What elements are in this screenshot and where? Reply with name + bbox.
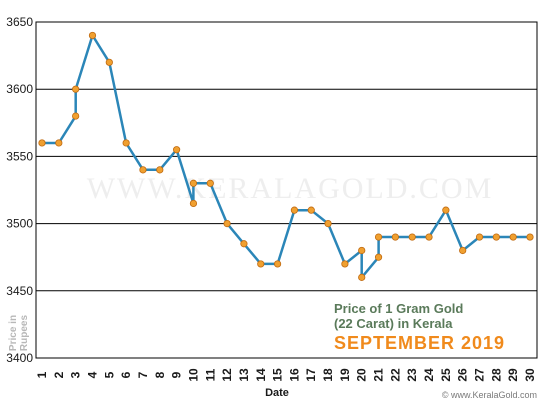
data-point bbox=[374, 253, 383, 261]
x-tick-label: 21 bbox=[372, 368, 386, 382]
data-point bbox=[391, 233, 399, 241]
x-tick-labels: 1 2 3 4 5 6 7 8 9 10 11 12 13 14 15 16 17 18 19 20 21 22 23 24 2… bbox=[35, 368, 537, 382]
data-point bbox=[341, 260, 349, 268]
x-tick-label: 26 bbox=[456, 368, 470, 382]
data-point bbox=[257, 260, 265, 268]
copyright-credit: © www.KeralaGold.com bbox=[442, 390, 537, 400]
x-tick-label: 12 bbox=[220, 368, 234, 382]
grid-layer bbox=[35, 21, 538, 359]
x-tick-label: 25 bbox=[439, 368, 453, 382]
x-tick-label: 18 bbox=[321, 368, 335, 382]
x-tick-label: 22 bbox=[388, 368, 402, 382]
series-line bbox=[42, 34, 530, 279]
data-point bbox=[425, 233, 433, 241]
data-point bbox=[273, 260, 282, 268]
chart-title-line2: (22 Carat) in Kerala bbox=[334, 316, 453, 331]
data-point bbox=[189, 199, 198, 208]
data-point bbox=[55, 139, 63, 147]
y-tick-label: 3550 bbox=[6, 149, 33, 163]
x-axis-label: Date bbox=[265, 387, 289, 399]
x-tick-label: 24 bbox=[422, 368, 436, 382]
data-point bbox=[442, 206, 450, 214]
x-tick-label: 2 bbox=[52, 371, 66, 378]
chart-title-line1: Price of 1 Gram Gold bbox=[334, 301, 463, 316]
x-tick-label: 13 bbox=[237, 368, 251, 382]
x-tick-label: 3 bbox=[69, 371, 83, 378]
x-tick-label: 28 bbox=[489, 368, 503, 382]
x-tick-label: 6 bbox=[119, 371, 133, 378]
x-tick-label: 10 bbox=[186, 368, 200, 382]
x-tick-label: 15 bbox=[271, 368, 285, 382]
data-point bbox=[526, 233, 534, 241]
data-point bbox=[475, 233, 484, 241]
y-axis-label-line2: Rupees bbox=[19, 315, 30, 352]
data-point bbox=[408, 233, 416, 241]
data-point bbox=[358, 273, 366, 281]
data-point bbox=[206, 179, 214, 187]
x-tick-label: 30 bbox=[523, 368, 537, 382]
data-point bbox=[72, 85, 80, 93]
data-point bbox=[105, 58, 113, 66]
y-axis-label: Price in Rupees bbox=[8, 315, 30, 352]
x-tick-label: 8 bbox=[153, 371, 167, 378]
y-tick-labels: 3400 3450 3500 3550 3600 3650 bbox=[6, 15, 33, 365]
data-point bbox=[156, 166, 164, 174]
x-tick-label: 17 bbox=[304, 368, 318, 382]
y-axis-label-line1: Price in bbox=[8, 315, 19, 351]
data-point bbox=[223, 220, 231, 228]
data-point bbox=[492, 233, 500, 241]
watermark: WWW.KERALAGOLD.COM bbox=[87, 172, 494, 205]
data-point bbox=[374, 233, 383, 241]
data-point bbox=[88, 31, 97, 40]
data-point bbox=[38, 139, 46, 147]
plot-frame bbox=[35, 21, 538, 359]
x-tick-label: 29 bbox=[506, 368, 520, 382]
x-tick-label: 14 bbox=[254, 368, 268, 382]
data-point bbox=[290, 206, 299, 214]
plot-layer bbox=[38, 31, 534, 281]
data-point bbox=[139, 166, 147, 174]
data-point bbox=[122, 139, 130, 147]
data-point bbox=[324, 220, 332, 228]
x-tick-label: 5 bbox=[102, 371, 116, 378]
data-point bbox=[307, 206, 315, 214]
y-tick-label: 3600 bbox=[6, 82, 33, 96]
x-tick-label: 1 bbox=[35, 371, 49, 378]
data-point bbox=[72, 112, 80, 120]
x-tick-label: 7 bbox=[136, 371, 150, 378]
x-tick-label: 27 bbox=[473, 368, 487, 382]
x-tick-label: 9 bbox=[170, 371, 184, 378]
data-point bbox=[358, 246, 366, 255]
y-tick-label: 3450 bbox=[6, 284, 33, 298]
x-tick-label: 23 bbox=[405, 368, 419, 382]
y-tick-label: 3500 bbox=[6, 217, 33, 231]
x-tick-label: 16 bbox=[287, 368, 301, 382]
x-tick-label: 19 bbox=[338, 368, 352, 382]
y-tick-label: 3400 bbox=[6, 351, 33, 365]
data-point bbox=[173, 146, 181, 154]
y-tick-label: 3650 bbox=[6, 15, 33, 29]
x-tick-label: 11 bbox=[203, 368, 217, 381]
x-tick-label: 4 bbox=[85, 371, 99, 378]
data-point bbox=[240, 240, 248, 248]
data-point bbox=[459, 246, 467, 255]
data-point bbox=[509, 233, 517, 241]
data-point bbox=[189, 179, 198, 187]
chart-title-month: SEPTEMBER 2019 bbox=[334, 333, 505, 353]
x-tick-label: 20 bbox=[355, 368, 369, 382]
